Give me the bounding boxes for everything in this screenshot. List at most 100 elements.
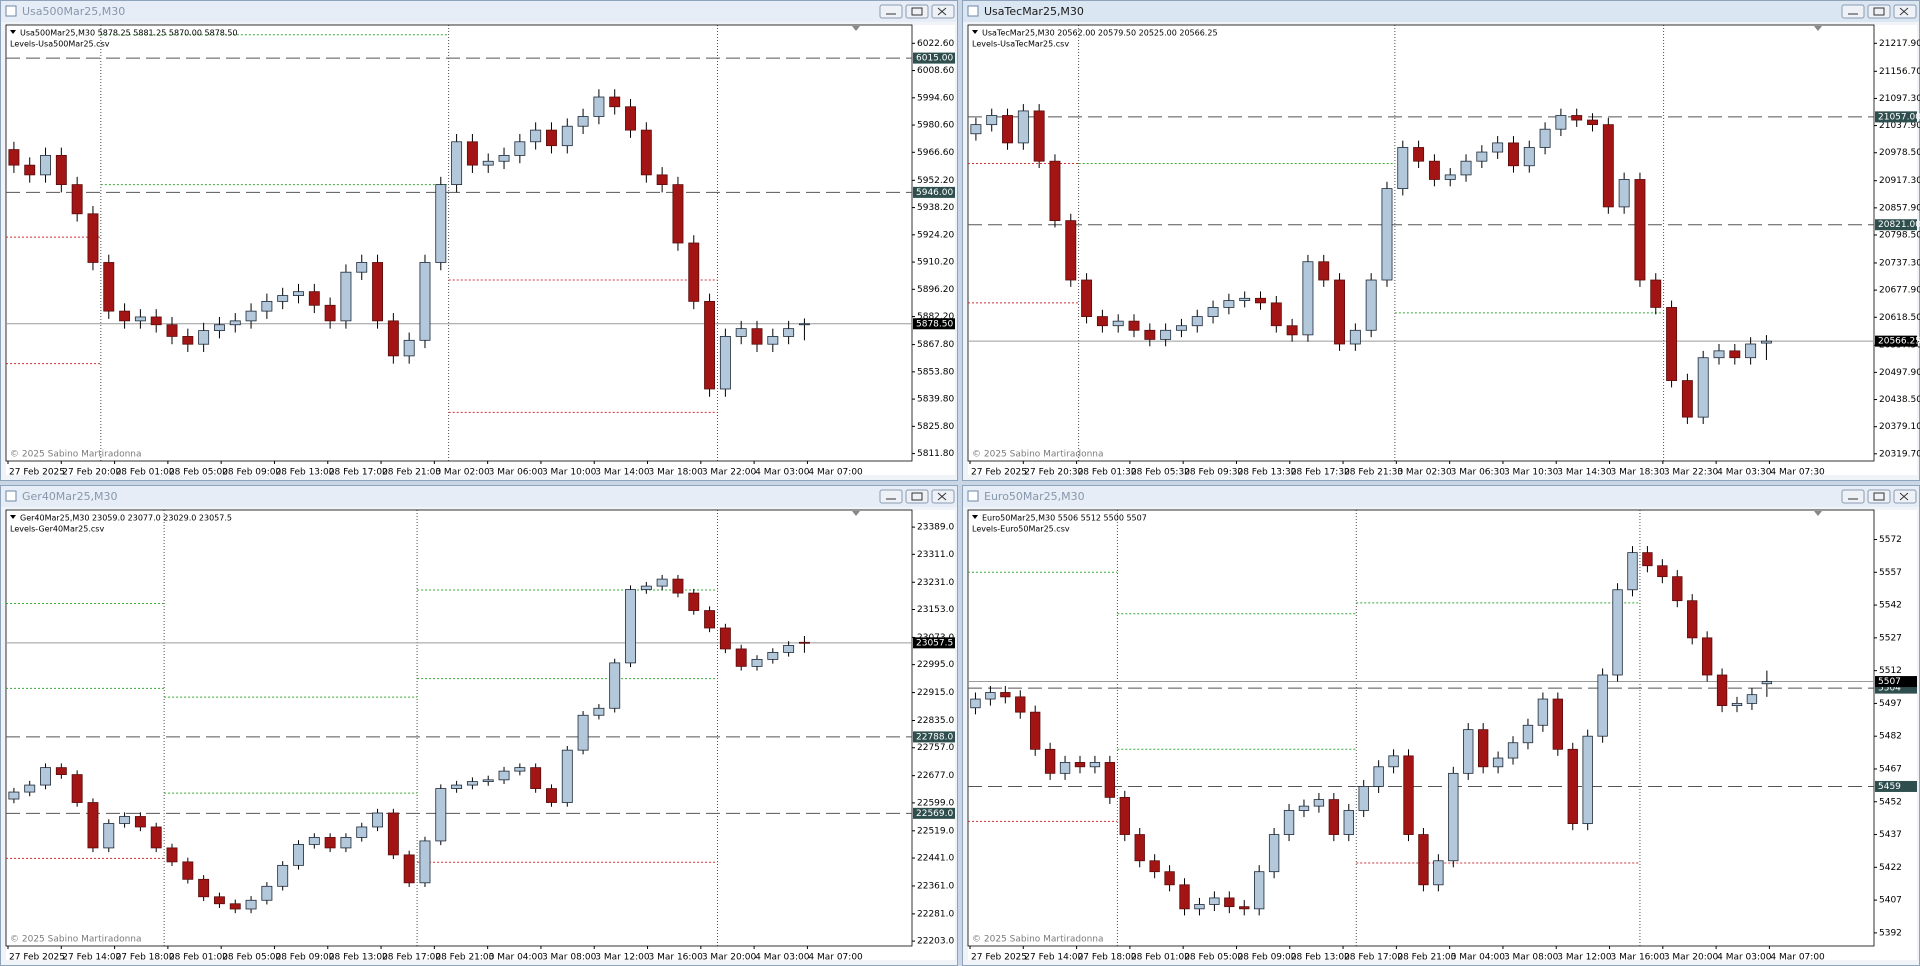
x-tick-label: 28 Feb 01:00	[1131, 953, 1190, 963]
y-tick-label: 5392	[1879, 928, 1902, 938]
candle-body	[735, 328, 747, 337]
close-button[interactable]	[1893, 489, 1917, 504]
maximize-button[interactable]	[905, 489, 929, 504]
candle-body	[229, 320, 241, 326]
minimize-button[interactable]	[879, 4, 903, 19]
candle-body	[1522, 724, 1534, 744]
candle-body	[1672, 576, 1683, 602]
x-tick-label: 28 Feb 01:00	[116, 468, 175, 478]
candle-body	[1397, 147, 1409, 190]
candle-body	[1650, 279, 1662, 308]
candle-body	[340, 271, 352, 322]
x-tick-label: 27 Feb 20:00	[62, 468, 121, 478]
y-tick-label: 5482	[1879, 732, 1902, 742]
x-tick-label: 4 Mar 03:00	[755, 953, 810, 963]
x-tick-label: 3 Mar 22:30	[1664, 468, 1719, 478]
candle-body	[1358, 786, 1369, 811]
minimize-button[interactable]	[1841, 489, 1865, 504]
current-price-label: 5507	[1878, 677, 1901, 687]
x-tick-label: 27 Feb 2025	[971, 953, 1027, 963]
close-button[interactable]	[1893, 4, 1917, 19]
candle-body	[1523, 147, 1535, 167]
candle-body	[798, 641, 810, 644]
shift-marker	[1814, 511, 1822, 516]
x-tick-label: 28 Feb 13:30	[1237, 468, 1296, 478]
close-glyph	[937, 492, 947, 501]
candle-body	[1444, 174, 1456, 180]
level-label: 6015.00	[916, 54, 953, 64]
y-tick-label: 21097.30	[1879, 94, 1920, 104]
candle-body	[688, 242, 700, 302]
y-tick-label: 20677.90	[1879, 286, 1920, 296]
shift-marker	[1814, 26, 1822, 31]
candle-body	[1313, 799, 1325, 807]
candle-body	[1552, 698, 1564, 750]
candle-body	[1567, 748, 1578, 825]
y-tick-label: 5853.80	[917, 367, 954, 377]
x-tick-label: 27 Feb 2025	[9, 953, 65, 963]
candle-body	[593, 707, 605, 716]
level-label: 5459	[1878, 782, 1901, 792]
candle-body	[308, 291, 320, 306]
candle-body	[1602, 124, 1614, 208]
x-tick-label: 28 Feb 05:00	[1184, 953, 1243, 963]
maximize-button[interactable]	[1867, 4, 1891, 19]
candle-body	[103, 823, 115, 849]
candle-body	[1239, 297, 1251, 301]
candle-body	[1268, 834, 1280, 873]
plot-border	[967, 509, 1875, 947]
candle-body	[340, 837, 352, 849]
candle-body	[87, 802, 99, 849]
close-button[interactable]	[931, 489, 955, 504]
candle-body	[609, 96, 621, 108]
candle-body	[403, 339, 415, 357]
candle-body	[1128, 320, 1140, 331]
candle-body	[625, 106, 636, 131]
candle-body	[1507, 742, 1519, 759]
candle-body	[213, 896, 225, 905]
x-tick-label: 28 Feb 05:00	[222, 953, 281, 963]
level-label-box	[913, 731, 955, 743]
candle-body	[577, 116, 589, 127]
candle-body	[546, 129, 557, 147]
x-tick-label: 4 Mar 07:00	[808, 468, 863, 478]
maximize-button[interactable]	[1867, 489, 1891, 504]
level-label-box	[1875, 682, 1917, 694]
close-glyph	[937, 7, 947, 16]
title-bar	[963, 486, 1919, 507]
y-tick-label: 22757.0	[917, 743, 954, 753]
maximize-button[interactable]	[905, 4, 929, 19]
y-tick-label: 5497	[1879, 699, 1902, 709]
x-tick-label: 4 Mar 07:00	[1770, 953, 1825, 963]
candle-body	[1096, 316, 1108, 327]
candle-body	[1508, 142, 1519, 167]
candle-body	[1587, 119, 1598, 126]
candle-body	[1044, 748, 1056, 774]
candle-body	[593, 96, 605, 117]
candle-body	[1065, 220, 1077, 281]
candle-body	[656, 578, 668, 587]
title-bar	[1, 486, 957, 507]
x-tick-label: 3 Mar 08:00	[542, 953, 597, 963]
current-price-box	[913, 318, 955, 330]
close-button[interactable]	[931, 4, 955, 19]
candle-body	[1460, 160, 1472, 176]
candle-body	[1388, 755, 1399, 768]
x-tick-label: 3 Mar 10:30	[1504, 468, 1559, 478]
minimize-button[interactable]	[1841, 4, 1865, 19]
candle-body	[451, 784, 463, 789]
window-icon	[967, 5, 979, 17]
x-tick-label: 4 Mar 03:00	[755, 468, 810, 478]
header-arrow	[10, 30, 16, 34]
x-tick-label: 3 Mar 18:30	[1611, 468, 1666, 478]
y-tick-label: 22599.0	[917, 798, 954, 808]
minimize-button[interactable]	[879, 489, 903, 504]
y-tick-label: 5811.80	[917, 449, 954, 459]
y-tick-label: 22835.0	[917, 716, 954, 726]
x-tick-label: 4 Mar 07:00	[808, 953, 863, 963]
candle-body	[1746, 694, 1758, 704]
candle-body	[1343, 810, 1354, 835]
window-title: Euro50Mar25,M30	[984, 490, 1085, 503]
candle-body	[166, 847, 178, 863]
y-tick-label: 21037.90	[1879, 121, 1920, 131]
